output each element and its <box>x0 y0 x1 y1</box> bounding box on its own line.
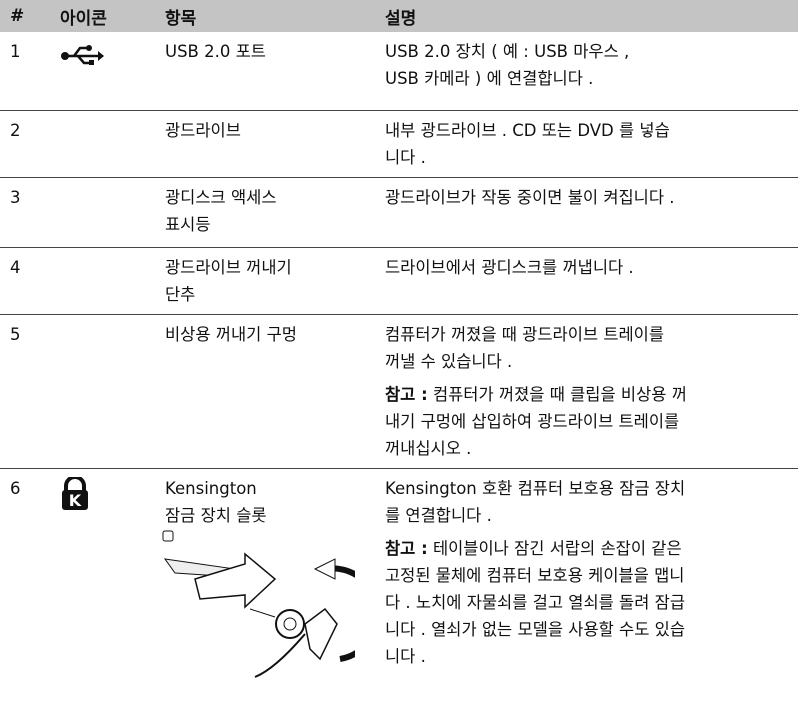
description-line: 다 . 노치에 자물쇠를 걸고 열쇠를 돌려 잠급 <box>385 589 798 616</box>
note-label: 참고 : <box>385 538 428 558</box>
description-text: 드라이브에서 광디스크를 꺼냅니다 . <box>385 257 634 277</box>
description-line: 광드라이브가 작동 중이면 불이 켜집니다 . <box>385 184 798 211</box>
description-text: 꺼낼 수 있습니다 . <box>385 351 513 371</box>
row-number: 2 <box>0 110 50 178</box>
description-line: 컴퓨터가 꺼졌을 때 광드라이브 트레이를 <box>385 321 798 348</box>
paragraph: USB 2.0 장치 ( 예 : USB 마우스 , USB 카메라 ) 에 연결… <box>385 38 798 92</box>
item-line: 광드라이브 <box>165 120 241 140</box>
row-number: 3 <box>0 177 50 248</box>
item-line: 단추 <box>165 284 196 304</box>
description-cell: USB 2.0 장치 ( 예 : USB 마우스 , USB 카메라 ) 에 연결… <box>375 32 798 111</box>
item-line: 표시등 <box>165 214 211 234</box>
item-line: 비상용 꺼내기 구멍 <box>165 324 297 344</box>
usb-icon <box>61 45 104 65</box>
row-number: 5 <box>0 314 50 469</box>
description-text: 니다 . <box>385 147 426 167</box>
description-line: 참고 : 컴퓨터가 꺼졌을 때 클립을 비상용 꺼 <box>385 381 798 408</box>
description-line: USB 2.0 장치 ( 예 : USB 마우스 , <box>385 38 798 65</box>
icon-cell <box>50 177 155 248</box>
description-line: 내기 구멍에 삽입하여 광드라이브 트레이를 <box>385 408 798 435</box>
header-row: # 아이콘 항목 설명 <box>0 0 798 32</box>
description-text: Kensington 호환 컴퓨터 보호용 잠금 장치 <box>385 478 686 498</box>
description-text: 니다 . <box>385 646 426 666</box>
row-number: 6 <box>10 478 21 498</box>
description-text: 고정된 물체에 컴퓨터 보호용 케이블을 맵니 <box>385 565 685 585</box>
column-header: # <box>0 0 50 32</box>
description-text: 내기 구멍에 삽입하여 광드라이브 트레이를 <box>385 411 680 431</box>
description-line: 꺼내십시오 . <box>385 435 798 462</box>
description-text: USB 2.0 장치 ( 예 : USB 마우스 , <box>385 42 630 61</box>
description-cell: 광드라이브가 작동 중이면 불이 켜집니다 . <box>375 177 798 248</box>
description-line: USB 카메라 ) 에 연결합니다 . <box>385 65 798 92</box>
description-text: 다 . 노치에 자물쇠를 걸고 열쇠를 돌려 잠급 <box>385 592 686 612</box>
description-text: 컴퓨터가 꺼졌을 때 광드라이브 트레이를 <box>385 324 665 344</box>
note-label: 참고 : <box>385 384 428 404</box>
description-text: 테이블이나 잠긴 서랍의 손잡이 같은 <box>427 538 682 558</box>
item-cell: USB 2.0 포트 <box>155 32 375 111</box>
lock-illustration <box>162 530 355 678</box>
description-line: 니다 . <box>385 144 798 171</box>
description-text: 니다 . 열쇠가 없는 모델을 사용할 수도 있습 <box>385 619 686 639</box>
description-line: 내부 광드라이브 . CD 또는 DVD 를 넣습 <box>385 117 798 144</box>
row-number: 1 <box>0 32 50 111</box>
description-line: 꺼낼 수 있습니다 . <box>385 348 798 375</box>
table-row: 6 K Kensington 잠금 장치 슬롯 Kensington 호환 컴퓨터 보호… <box>0 468 798 708</box>
description-line: 니다 . 열쇠가 없는 모델을 사용할 수도 있습 <box>385 616 798 643</box>
column-header: 항목 <box>155 0 375 32</box>
item-line: USB 2.0 포트 <box>165 42 266 61</box>
description-text: 광드라이브가 작동 중이면 불이 켜집니다 . <box>385 187 675 207</box>
icon-cell <box>50 314 155 469</box>
column-header: 설명 <box>375 0 798 32</box>
description-text: 컴퓨터가 꺼졌을 때 클립을 비상용 꺼 <box>427 384 687 404</box>
description-line: 고정된 물체에 컴퓨터 보호용 케이블을 맵니 <box>385 562 798 589</box>
description-text: 를 연결합니다 . <box>385 505 492 525</box>
item-cell: 광드라이브 <box>155 110 375 178</box>
description-line: 참고 : 테이블이나 잠긴 서랍의 손잡이 같은 <box>385 535 798 562</box>
item-line: Kensington <box>165 478 257 498</box>
description-text: 내부 광드라이브 . CD 또는 DVD 를 넣습 <box>385 120 670 140</box>
item-line: 광드라이브 꺼내기 <box>165 257 292 277</box>
row-number: 4 <box>0 247 50 315</box>
description-cell: 드라이브에서 광디스크를 꺼냅니다 . <box>375 247 798 315</box>
item-cell: Kensington 잠금 장치 슬롯 <box>155 468 375 708</box>
kensington-icon: K <box>62 476 88 510</box>
icon-cell <box>50 32 155 111</box>
paragraph: 광드라이브가 작동 중이면 불이 켜집니다 . <box>385 184 798 211</box>
description-text: 꺼내십시오 . <box>385 438 472 458</box>
description-line: 드라이브에서 광디스크를 꺼냅니다 . <box>385 254 798 281</box>
item-line: 광디스크 액세스 <box>165 187 277 207</box>
description-line: 니다 . <box>385 643 798 670</box>
description-text: USB 카메라 ) 에 연결합니다 . <box>385 69 594 88</box>
description-line: 를 연결합니다 . <box>385 502 798 529</box>
icon-cell: K <box>50 468 155 708</box>
item-cell: 비상용 꺼내기 구멍 <box>155 314 375 469</box>
paragraph: 드라이브에서 광디스크를 꺼냅니다 . <box>385 254 798 281</box>
table-row: 1 USB 2.0 포트 USB 2.0 장치 ( 예 : USB 마우스 , USB… <box>0 32 798 111</box>
item-line: 잠금 장치 슬롯 <box>165 505 267 525</box>
icon-cell <box>50 247 155 315</box>
column-header: 아이콘 <box>50 0 155 32</box>
svg-text:K: K <box>69 491 82 510</box>
icon-cell <box>50 110 155 178</box>
description-line: Kensington 호환 컴퓨터 보호용 잠금 장치 <box>385 475 798 502</box>
